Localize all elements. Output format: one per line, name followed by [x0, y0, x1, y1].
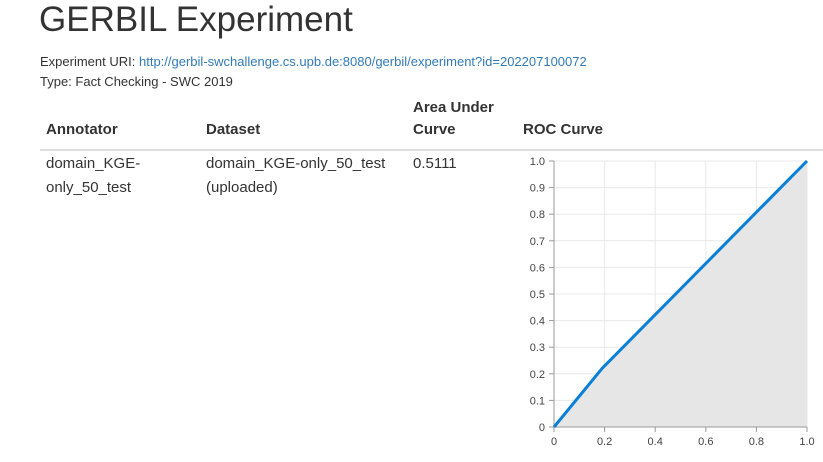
y-tick-label: 0.7	[530, 236, 545, 248]
x-tick-label: 0.8	[749, 436, 764, 448]
header-roc: ROC Curve	[523, 121, 604, 138]
roc-curve-chart: 0 0.2 0.4 0.6 0.8 1.0 0 0.1 0.2 0.3 0.4 0.5 0.6 0.7 0.…	[530, 156, 815, 448]
cell-dataset-line2: (uploaded)	[206, 179, 278, 196]
roc-curve-line	[552, 159, 809, 428]
header-auc-line1: Area Under	[413, 99, 494, 116]
x-tick-label: 0.4	[648, 436, 663, 448]
y-tick-label: 0.1	[530, 395, 545, 407]
cell-auc: 0.5111	[413, 155, 457, 172]
y-tick-label: 0.2	[530, 369, 545, 381]
y-tick-label: 0.5	[530, 289, 545, 301]
experiment-uri: Experiment URI: http://gerbil-swchalleng…	[40, 53, 587, 71]
page-title: GERBIL Experiment	[39, 0, 353, 39]
y-tick-label: 0.6	[530, 262, 545, 274]
x-tick-label: 0.2	[597, 436, 612, 448]
header-dataset: Dataset	[206, 121, 261, 138]
header-annotator: Annotator	[46, 121, 118, 138]
y-tick-label: 0.9	[530, 183, 545, 195]
y-tick-label: 0.8	[530, 209, 545, 221]
y-tick-label: 0	[539, 422, 545, 434]
x-tick-label: 0	[551, 436, 557, 448]
cell-annotator-line2: only_50_test	[46, 179, 132, 196]
x-tick-label: 1.0	[799, 436, 814, 448]
cell-dataset-line1: domain_KGE-only_50_test	[206, 155, 386, 172]
y-tick-label: 0.4	[530, 316, 545, 328]
roc-area-fill	[554, 161, 807, 427]
cell-annotator-line1: domain_KGE-	[46, 155, 141, 172]
experiment-type: Type: Fact Checking - SWC 2019	[40, 74, 233, 89]
y-tick-label: 0.3	[530, 342, 545, 354]
y-tick-label: 1.0	[530, 156, 545, 168]
experiment-uri-link[interactable]: http://gerbil-swchallenge.cs.upb.de:8080…	[139, 54, 587, 69]
x-tick-label: 0.6	[698, 436, 713, 448]
experiment-uri-label: Experiment URI:	[40, 54, 136, 69]
header-divider	[40, 149, 823, 151]
header-auc-line2: Curve	[413, 121, 456, 138]
